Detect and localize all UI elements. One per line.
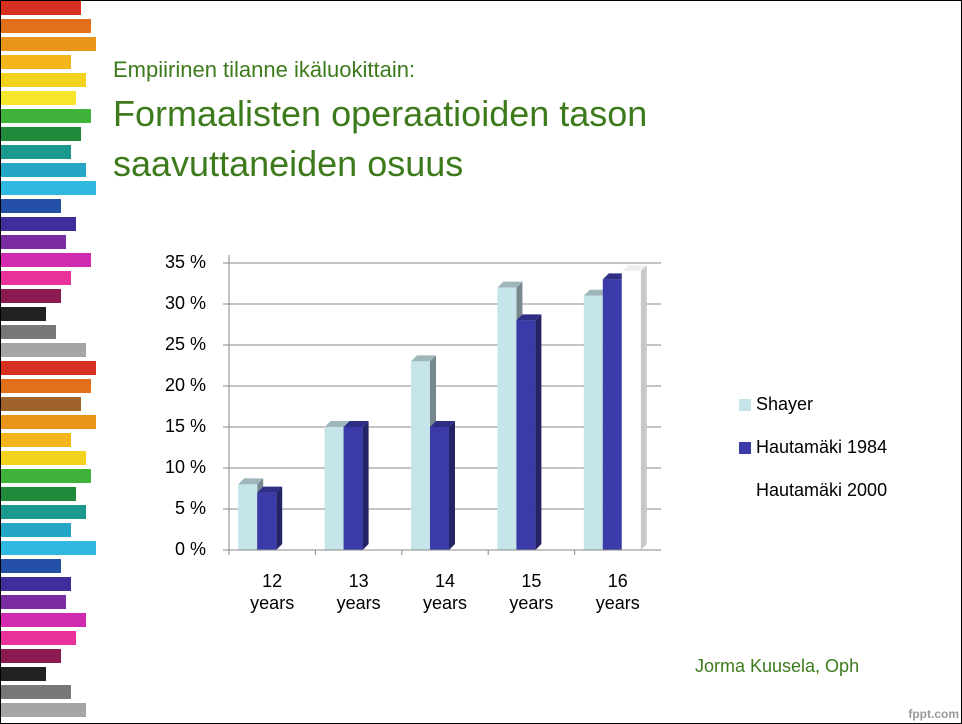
legend-swatch	[739, 399, 751, 411]
legend-swatch	[739, 442, 751, 454]
legend-label: Hautamäki 1984	[756, 437, 887, 457]
author: Jorma Kuusela, Oph	[695, 656, 859, 677]
bar	[325, 427, 344, 550]
bar-side	[449, 421, 455, 550]
bar	[344, 427, 363, 550]
title: Formaalisten operaatioiden tason saavutt…	[113, 89, 773, 189]
y-tick-label: 35 %	[165, 252, 206, 272]
bar	[603, 279, 622, 550]
bar	[584, 296, 603, 550]
bar	[497, 288, 516, 550]
bar	[622, 271, 641, 550]
legend-swatch	[739, 485, 751, 497]
y-tick-label: 10 %	[165, 457, 206, 477]
bar	[430, 427, 449, 550]
x-tick-label: 15 years	[501, 570, 561, 614]
bar	[516, 320, 535, 550]
x-tick-label: 12 years	[242, 570, 302, 614]
bar-side	[276, 487, 282, 550]
y-tick-label: 20 %	[165, 375, 206, 395]
bar	[257, 493, 276, 550]
bar-side	[535, 314, 541, 550]
pencils	[1, 1, 96, 717]
watermark: fppt.com	[908, 707, 959, 721]
bar	[411, 361, 430, 550]
y-tick-label: 0 %	[175, 539, 206, 559]
y-tick-label: 15 %	[165, 416, 206, 436]
bar-side	[641, 265, 647, 550]
bar	[238, 484, 257, 550]
x-tick-label: 16 years	[588, 570, 648, 614]
y-tick-label: 30 %	[165, 293, 206, 313]
slide: 0 % 5 % 10 % 15 % 20 % 25 % 30 % 35 % Shayer Haut…	[0, 0, 962, 724]
legend-label: Hautamäki 2000	[756, 480, 887, 500]
y-tick-label: 5 %	[175, 498, 206, 518]
x-tick-label: 13 years	[329, 570, 389, 614]
x-tick-label: 14 years	[415, 570, 475, 614]
legend-label: Shayer	[756, 394, 813, 414]
y-tick-label: 25 %	[165, 334, 206, 354]
bar-side	[363, 421, 369, 550]
subtitle: Empiirinen tilanne ikäluokittain:	[113, 57, 415, 83]
